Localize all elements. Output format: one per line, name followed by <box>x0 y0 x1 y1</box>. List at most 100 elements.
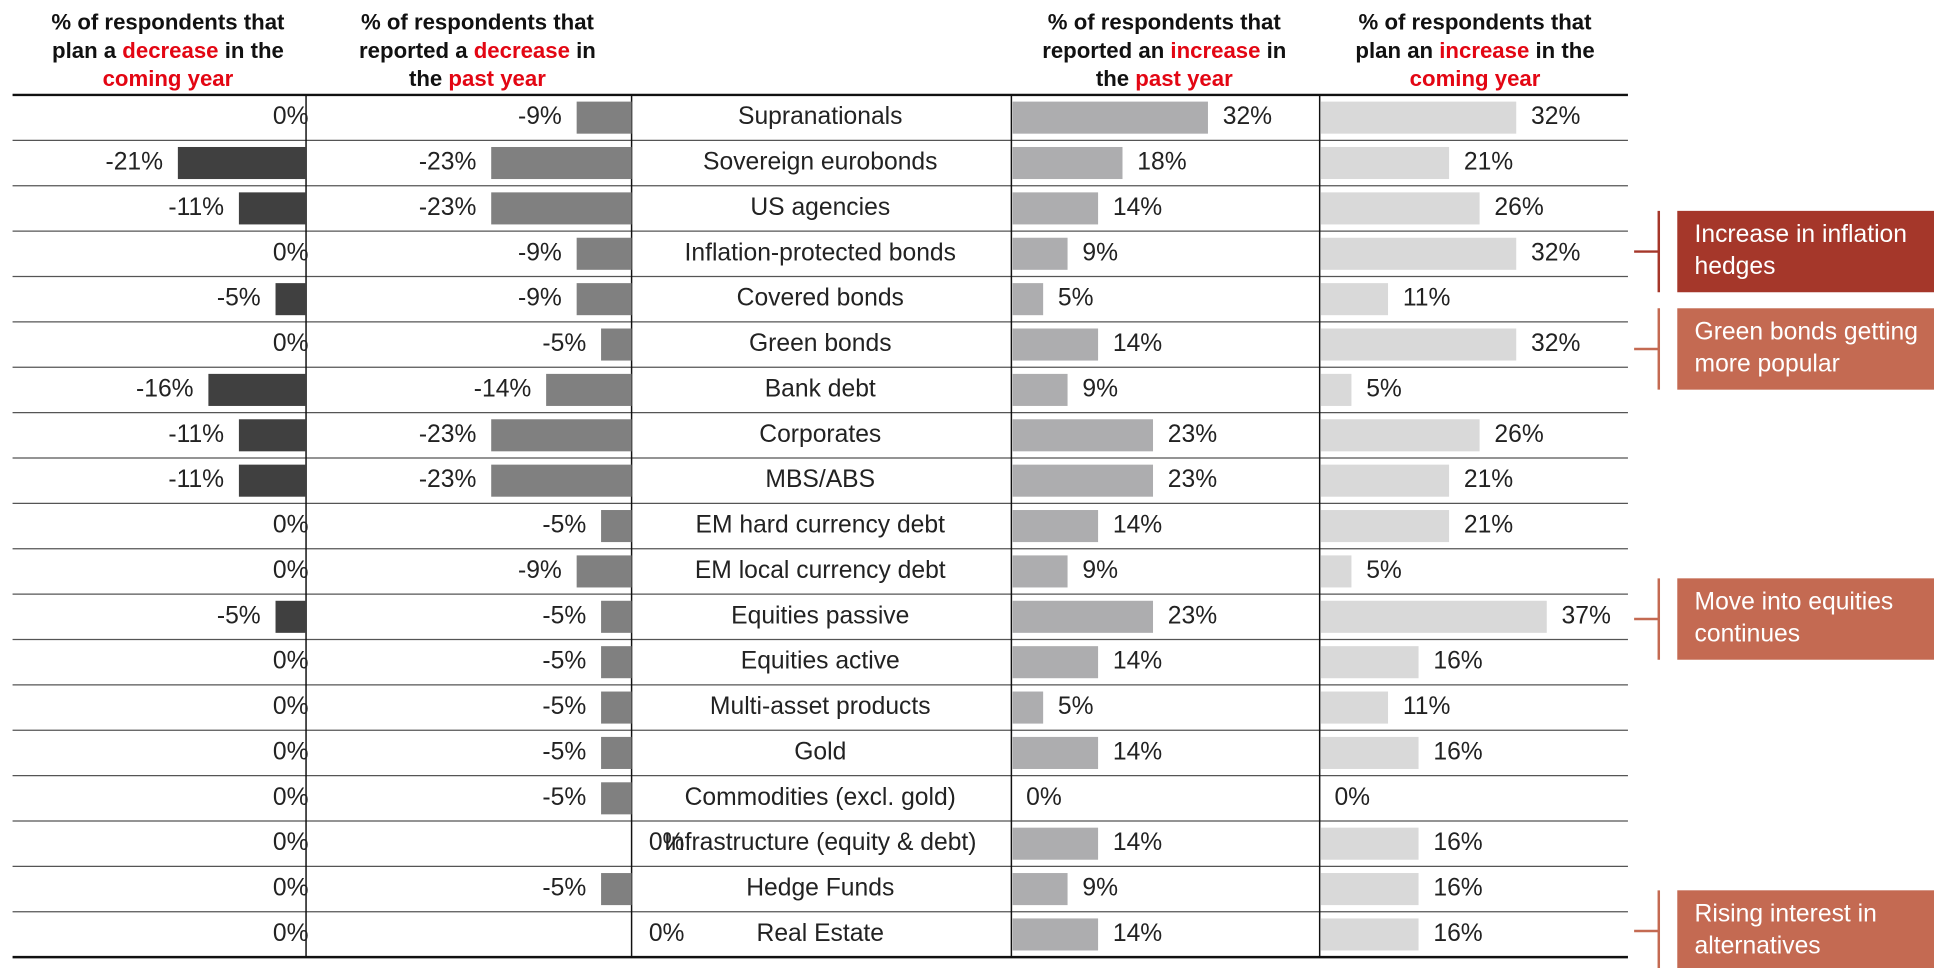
category-label: EM local currency debt <box>695 557 946 584</box>
value-label: 0% <box>273 693 309 720</box>
bar <box>576 555 632 588</box>
bar <box>1320 691 1389 724</box>
value-label: -11% <box>168 421 224 448</box>
column-header: coming year <box>103 66 234 91</box>
value-label: 26% <box>1494 421 1543 448</box>
value-label: -11% <box>168 194 224 221</box>
value-label: 11% <box>1403 693 1451 720</box>
column-header: the past year <box>1096 66 1233 91</box>
value-label: 0% <box>273 875 309 902</box>
annotation-text: continues <box>1695 621 1801 648</box>
bar <box>1012 146 1123 180</box>
value-label: 32% <box>1531 330 1580 357</box>
bar <box>1320 510 1450 543</box>
value-label: 32% <box>1531 239 1580 266</box>
header-segment: in <box>570 38 596 63</box>
value-label: -5% <box>542 648 586 675</box>
value-label: -9% <box>518 285 562 312</box>
bar <box>491 419 632 452</box>
value-label: 14% <box>1113 648 1162 675</box>
value-label: -5% <box>542 330 586 357</box>
column-header: plan a decrease in the <box>52 38 284 63</box>
value-label: -5% <box>217 285 261 312</box>
bar <box>601 600 632 633</box>
annotation-text: alternatives <box>1695 933 1821 960</box>
bar <box>1012 827 1099 860</box>
value-label: 21% <box>1464 149 1513 176</box>
value-label: 32% <box>1531 103 1580 130</box>
column-header: % of respondents that <box>361 9 595 34</box>
bar <box>1012 328 1099 361</box>
category-label: Inflation-protected bonds <box>685 239 956 266</box>
header-segment: % of respondents that <box>1359 9 1593 34</box>
bar <box>491 192 632 225</box>
value-label: 5% <box>1366 557 1402 584</box>
value-label: 26% <box>1494 194 1543 221</box>
value-label: 23% <box>1168 466 1217 493</box>
value-label: 0% <box>649 920 685 947</box>
category-label: Supranationals <box>738 103 903 130</box>
bar <box>1012 510 1099 543</box>
value-label: 0% <box>273 829 309 856</box>
value-label: 9% <box>1082 239 1118 266</box>
header-segment: past year <box>1135 66 1233 91</box>
bar <box>576 237 632 270</box>
bar <box>1012 600 1154 633</box>
bar <box>1320 736 1419 769</box>
bar <box>1012 237 1068 270</box>
category-label: Gold <box>794 738 846 765</box>
bar <box>1320 328 1517 361</box>
bar <box>1012 918 1099 951</box>
header-segment: decrease <box>122 38 218 63</box>
bar <box>1012 464 1154 497</box>
bar <box>1320 918 1419 951</box>
category-label: Corporates <box>759 421 881 448</box>
column-header: the past year <box>409 66 546 91</box>
value-label: -5% <box>217 602 261 629</box>
bar <box>1320 419 1480 452</box>
header-segment: decrease <box>474 38 570 63</box>
bar <box>1012 646 1099 679</box>
bar <box>1012 283 1044 316</box>
header-segment: % of respondents that <box>51 9 285 34</box>
header-segment: the <box>409 66 448 91</box>
bar <box>1012 873 1068 906</box>
header-segment: in the <box>219 38 284 63</box>
value-label: 0% <box>273 648 309 675</box>
bar <box>1012 192 1099 225</box>
bar <box>1012 373 1068 406</box>
bar <box>491 146 632 180</box>
value-label: -16% <box>136 375 194 402</box>
bar <box>491 464 632 497</box>
bar <box>238 192 307 225</box>
bar <box>1320 827 1419 860</box>
column-header: reported a decrease in <box>359 38 596 63</box>
category-label: Equities passive <box>731 602 909 629</box>
value-label: 16% <box>1433 920 1482 947</box>
value-label: 21% <box>1464 466 1513 493</box>
annotation-text: hedges <box>1695 253 1776 280</box>
column-header: reported an increase in <box>1042 38 1286 63</box>
header-segment: plan an <box>1355 38 1439 63</box>
bar <box>275 600 307 633</box>
header-segment: coming year <box>1410 66 1541 91</box>
column-header: coming year <box>1410 66 1541 91</box>
bar <box>601 328 632 361</box>
annotation-text: Rising interest in <box>1695 900 1877 927</box>
header-segment: past year <box>448 66 546 91</box>
bar <box>1320 283 1389 316</box>
column-header: % of respondents that <box>1048 9 1282 34</box>
category-label: Green bonds <box>749 330 892 357</box>
value-label: 0% <box>1334 784 1370 811</box>
value-label: 37% <box>1562 602 1611 629</box>
value-label: 5% <box>1058 693 1094 720</box>
value-label: -5% <box>542 602 586 629</box>
header-segment: increase <box>1170 38 1260 63</box>
category-label: EM hard currency debt <box>696 512 946 539</box>
value-label: 5% <box>1058 285 1094 312</box>
bar <box>1012 419 1154 452</box>
header-segment: reported an <box>1042 38 1170 63</box>
bar <box>601 646 632 679</box>
bar <box>1320 101 1517 134</box>
